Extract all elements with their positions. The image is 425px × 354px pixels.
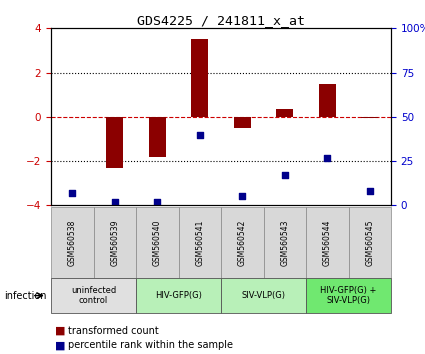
Point — [366, 188, 373, 194]
Title: GDS4225 / 241811_x_at: GDS4225 / 241811_x_at — [137, 14, 305, 27]
Text: infection: infection — [4, 291, 47, 301]
Text: GSM560540: GSM560540 — [153, 219, 162, 266]
Bar — [149, 117, 166, 156]
Text: ■: ■ — [55, 326, 66, 336]
Text: GSM560542: GSM560542 — [238, 219, 247, 266]
Text: GSM560544: GSM560544 — [323, 219, 332, 266]
Text: GSM560539: GSM560539 — [110, 219, 119, 266]
Point — [196, 132, 203, 137]
Point — [69, 190, 76, 196]
Point — [111, 199, 118, 205]
Text: ■: ■ — [55, 340, 66, 350]
Text: HIV-GFP(G) +
SIV-VLP(G): HIV-GFP(G) + SIV-VLP(G) — [320, 286, 377, 305]
Text: GSM560541: GSM560541 — [195, 219, 204, 266]
Text: transformed count: transformed count — [68, 326, 159, 336]
Text: uninfected
control: uninfected control — [71, 286, 116, 305]
Text: GSM560543: GSM560543 — [280, 219, 289, 266]
Bar — [106, 117, 123, 168]
Bar — [361, 117, 378, 118]
Text: HIV-GFP(G): HIV-GFP(G) — [155, 291, 202, 300]
Bar — [276, 109, 293, 117]
Point — [239, 194, 246, 199]
Text: GSM560538: GSM560538 — [68, 219, 77, 266]
Bar — [319, 84, 336, 117]
Point — [281, 172, 288, 178]
Point — [154, 199, 161, 205]
Text: GSM560545: GSM560545 — [365, 219, 374, 266]
Text: SIV-VLP(G): SIV-VLP(G) — [241, 291, 286, 300]
Bar — [191, 39, 208, 117]
Text: percentile rank within the sample: percentile rank within the sample — [68, 340, 233, 350]
Point — [324, 155, 331, 160]
Bar — [234, 117, 251, 128]
